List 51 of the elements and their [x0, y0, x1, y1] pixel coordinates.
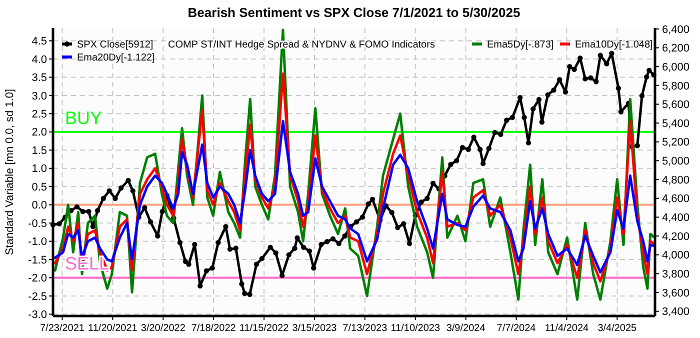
x-tick-label: 11/15/2022	[239, 323, 290, 334]
x-tick-label: 11/4/2024	[544, 323, 590, 334]
y2-tick-label: 4,600	[662, 193, 690, 206]
y-tick-label: -1.0	[28, 236, 47, 248]
y-tick-label: 2.5	[32, 108, 47, 121]
y2-tick-label: 3,400	[662, 306, 690, 318]
y-tick-label: -2.5	[28, 290, 47, 303]
y-tick-label: -0.5	[28, 218, 47, 230]
legend-label: SPX Close[5912]	[77, 40, 154, 50]
y2-tick-label: 5,600	[662, 99, 690, 112]
x-tick-label: 7/13/2023	[342, 323, 388, 334]
y-tick-label: -2.0	[28, 272, 47, 285]
y2-tick-label: 5,200	[662, 136, 690, 149]
x-tick-label: 3/9/2024	[446, 323, 486, 334]
y2-tick-label: 5,400	[662, 118, 690, 130]
x-tick-label: 3/20/2022	[140, 323, 186, 334]
x-tick-label: 7/23/2021	[40, 323, 85, 334]
y-tick-label: -3.0	[28, 309, 47, 322]
y2-tick-label: 5,000	[662, 156, 690, 168]
y-tick-label: 4.0	[32, 54, 47, 66]
ref-line-label: BUY	[65, 108, 102, 128]
x-tick-label: 7/18/2022	[191, 323, 236, 334]
y2-tick-label: 6,400	[662, 24, 690, 36]
legend-label: Ema20Dy[-1.122]	[77, 52, 156, 64]
y2-tick-label: 5,800	[662, 80, 690, 92]
x-tick-label: 11/10/2023	[390, 323, 440, 334]
x-tick-label: 3/15/2023	[292, 323, 338, 334]
y-tick-label: 0.0	[32, 200, 47, 212]
y-axis-title: Standard Variable [mn 0.0, sd 1.0]	[4, 88, 16, 256]
y-tick-label: 1.0	[32, 163, 47, 176]
y-tick-label: 1.5	[32, 144, 47, 157]
y2-tick-label: 3,800	[662, 268, 690, 280]
y2-tick-label: 3,600	[662, 287, 690, 300]
x-tick-label: 7/7/2024	[496, 323, 536, 334]
chart-title: Bearish Sentiment vs SPX Close 7/1/2021 to 5/30/2025	[188, 5, 520, 20]
y2-tick-label: 6,000	[662, 61, 690, 74]
y2-tick-label: 4,000	[662, 250, 690, 262]
y2-tick-label: 4,400	[662, 212, 690, 224]
y2-tick-label: 6,200	[662, 42, 690, 55]
y-tick-label: 3.0	[32, 90, 47, 102]
x-tick-label: 11/20/2021	[88, 323, 138, 334]
legend-label: Ema5Dy[-.873]	[487, 40, 554, 50]
y2-tick-label: 4,200	[662, 230, 690, 243]
legend-label: Ema10Dy[-1.048]	[575, 40, 654, 50]
y-tick-label: 0.5	[32, 181, 47, 194]
y-tick-label: 3.5	[32, 72, 47, 84]
y-tick-label: -1.5	[28, 254, 47, 266]
y-tick-label: 2.0	[32, 126, 47, 139]
y-tick-label: 4.5	[32, 36, 47, 48]
x-tick-label: 3/4/2025	[598, 323, 638, 334]
y2-tick-label: 4,800	[662, 174, 690, 186]
